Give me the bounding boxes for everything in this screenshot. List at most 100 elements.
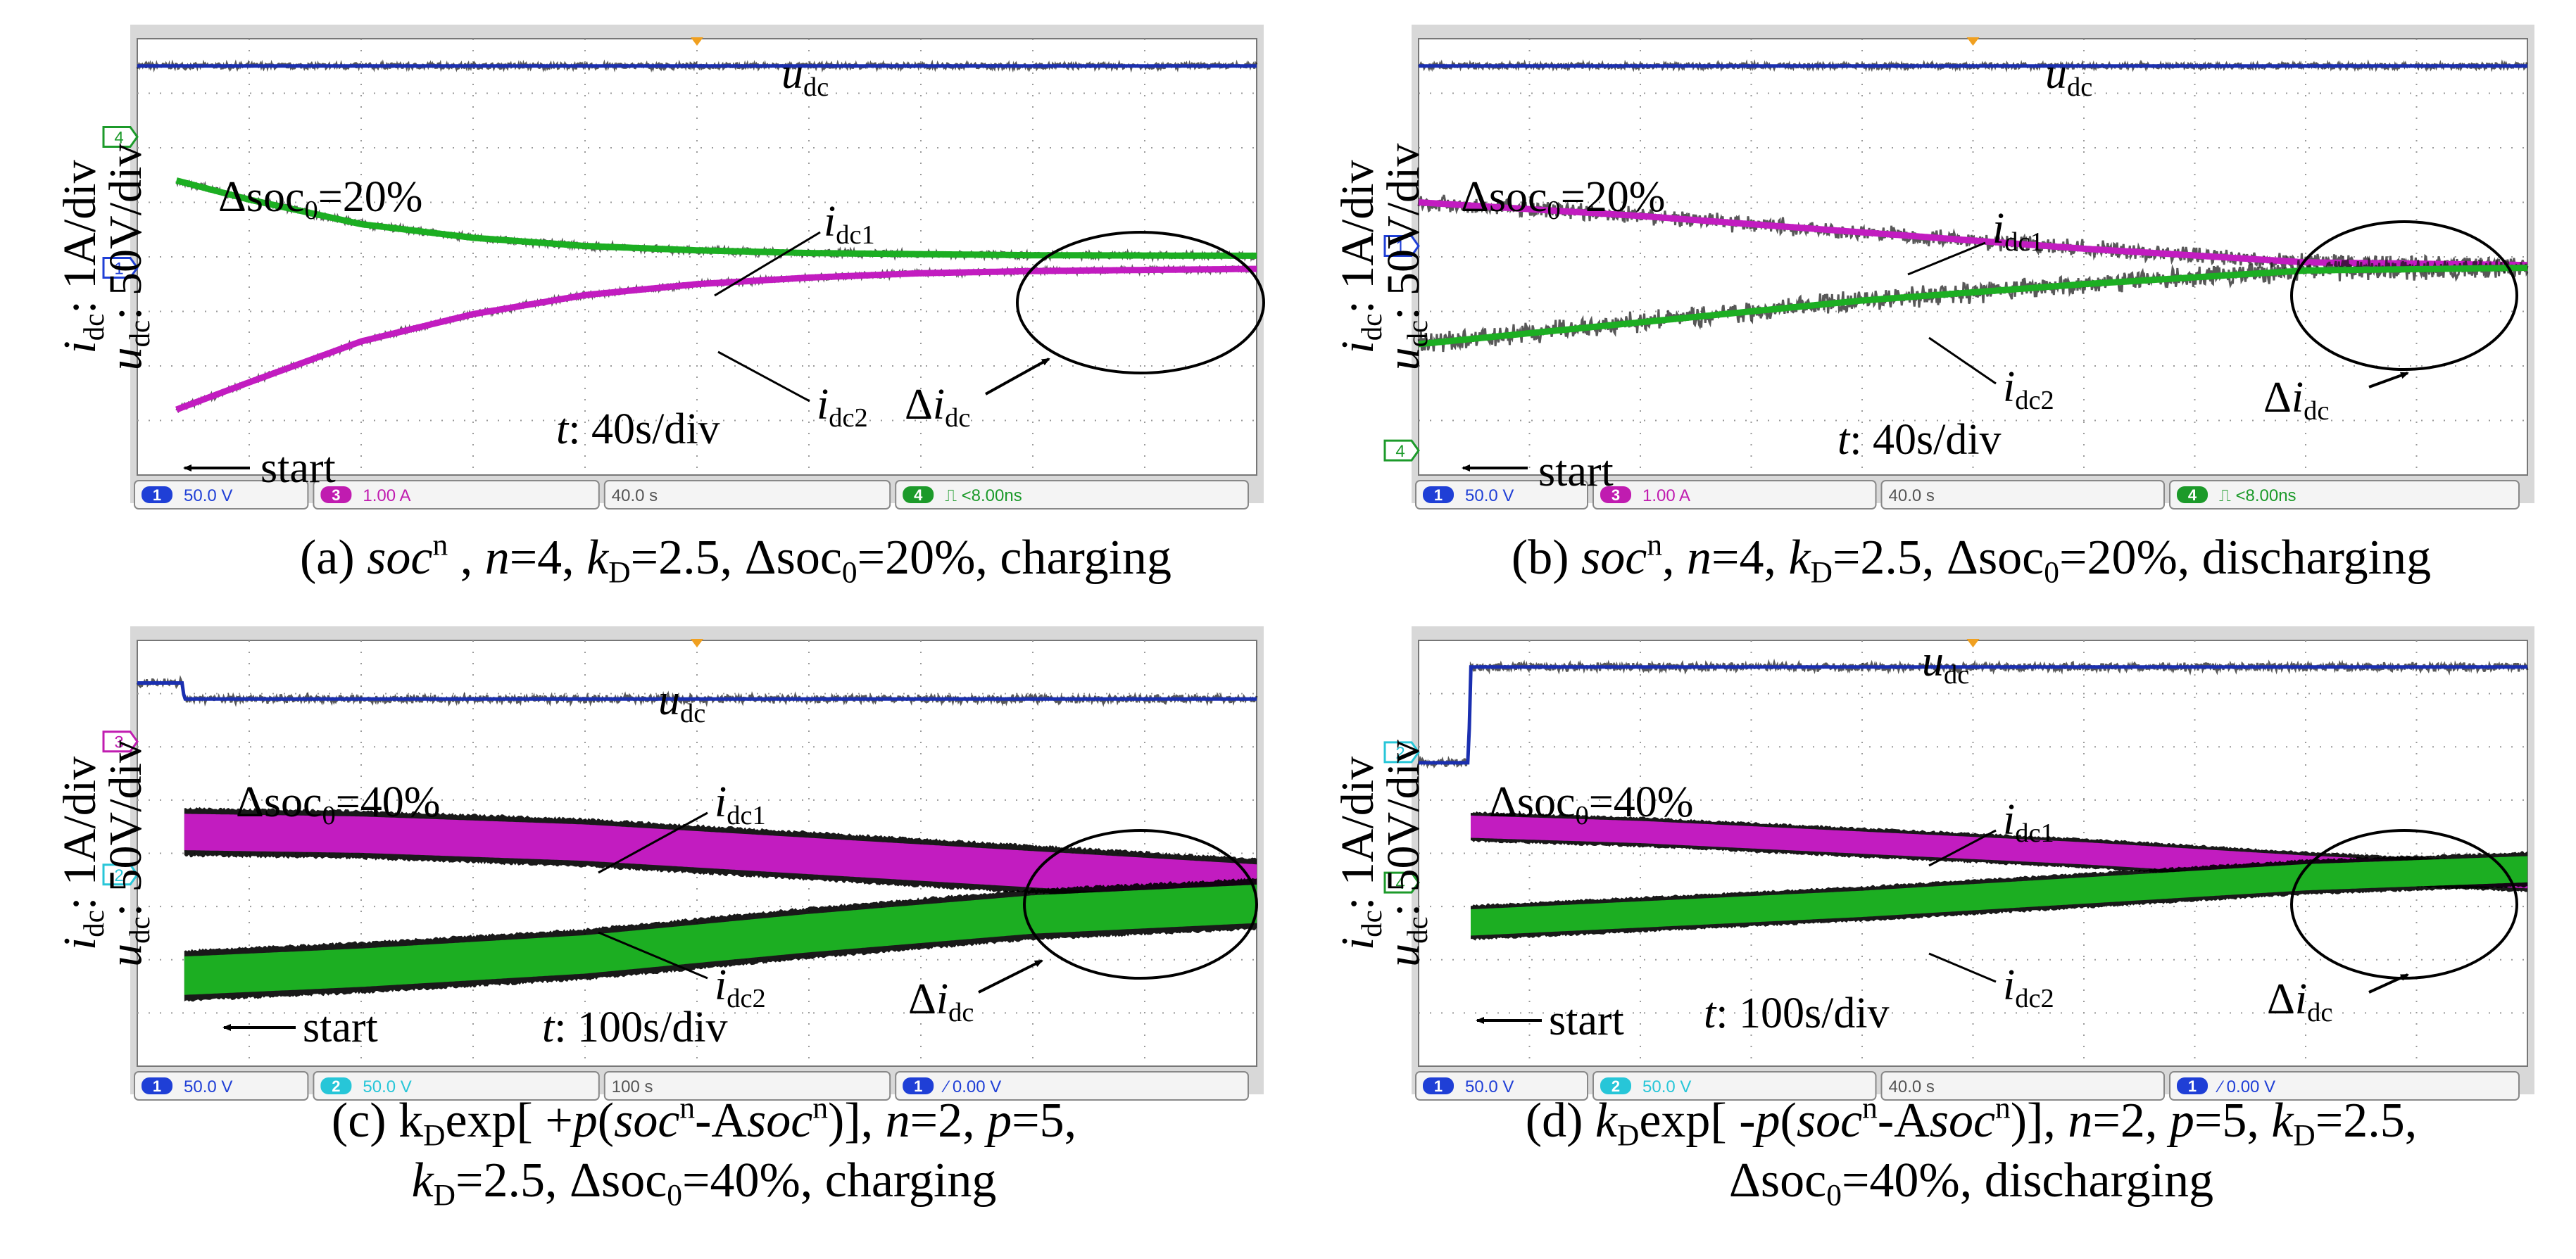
axis-label-current: idc: 1A/div [54,160,110,353]
label-idc1: idc1 [2003,796,2054,848]
channel-marker-shape [102,126,139,148]
label-delta-soc-part: Δsoc [218,173,305,221]
caption-line-1-part: =5, [1012,1094,1076,1148]
label-udc-part: dc [1944,660,1969,690]
axis-label-voltage-part: dc [124,916,156,944]
label-delta-idc-part: Δ [2267,975,2295,1023]
status-field-2: 3 1.00 A [313,480,600,510]
axis-label-current-part: : 1A/div [54,160,106,313]
axis-label-voltage: udc: 50V/div [100,740,156,967]
status-field-text: 50.0 V [1465,486,1514,505]
scope-screen [1418,38,2528,476]
status-badge [2177,1077,2208,1094]
status-field-3: 100 s [603,1071,891,1101]
label-start: start [303,1004,378,1051]
leader-idc2 [598,931,708,980]
caption-line-1: (c) kDexp[ +p(socn-Asocn)], n=2, p=5, [332,1091,1076,1152]
channel-marker-2: 2 [1383,741,1420,764]
leader-idc1 [714,231,821,297]
channel-marker-label: 3 [114,733,123,752]
label-delta-soc-part: Δsoc [1461,173,1547,221]
axis-label-current-part: : 1A/div [1332,757,1383,910]
status-badge-label: 1 [2188,1077,2197,1095]
caption-line-2-part: 0 [667,1179,682,1213]
label-delta-soc: Δsoc0=20% [1461,173,1665,225]
label-idc1-part: dc1 [2015,818,2054,848]
caption-line-2-part: Δsoc [1729,1153,1826,1208]
label-start: start [1538,448,1614,495]
status-field-2: 2 50.0 V [313,1071,600,1101]
label-delta-soc-part: =20% [1561,173,1666,221]
channel-marker-1: 1 [1383,235,1420,257]
label-idc2-part: dc2 [727,984,765,1013]
axis-label-voltage-part: u [1378,944,1429,967]
axis-label-current: idc: 1A/div [1332,160,1388,353]
status-field-box [603,480,891,510]
label-idc1-part: i [1992,205,2004,253]
label-delta-idc: Δidc [2263,374,2329,426]
channel-marker-label: 4 [114,129,123,148]
axis-label-current-part: i [54,937,106,950]
label-udc-part: u [658,676,680,724]
status-field-box [1880,1071,2165,1101]
status-field-2: 3 1.00 A [1592,480,1877,510]
status-field-box [895,1071,1249,1101]
caption-line-2-part: 0 [1826,1179,1842,1213]
waveform-idc2 [1418,265,2527,348]
status-field-text: 40.0 s [1889,486,1935,505]
channel-marker-label: 4 [1395,874,1405,893]
axis-label-current-part: : 1A/div [54,757,106,910]
channel-marker-2: 2 [102,863,139,886]
caption-line-1-part: p [570,1094,598,1148]
axis-label-current-part: dc [1356,910,1388,937]
axis-label-voltage: udc: 50V/div [1378,144,1433,371]
axis-label-current-part: i [1332,341,1383,353]
difference-ellipse [2290,220,2518,371]
label-time-div-part: : 100s/div [1716,989,1889,1037]
caption-line-1-part: ( [598,1094,614,1148]
label-time-div-part: : 40s/div [1849,416,2001,464]
status-field-text: ∕ 0.00 V [2216,1077,2275,1096]
label-start: start [260,444,336,492]
caption-line-1-part: soc [614,1094,679,1148]
status-field-box [895,480,1249,510]
status-field-box [2169,1071,2520,1101]
caption-line-1: (a) socn , n=4, kD=2.5, Δsoc0=20%, charg… [300,528,1171,589]
status-field-text: 40.0 s [612,486,658,505]
status-badge [2177,486,2208,503]
label-delta-idc-part: dc [2304,396,2329,426]
status-badge [320,486,352,503]
status-badge-label: 2 [332,1077,340,1095]
caption-line-1-part: =20%, discharging [2059,531,2431,585]
caption-line-1-part: n [886,1094,910,1148]
status-field-text: 50.0 V [1465,1077,1514,1096]
trigger-marker [1966,639,1980,647]
status-field-1: 1 50.0 V [134,1071,309,1101]
status-field-text: 40.0 s [1889,1077,1935,1096]
label-idc1: idc1 [1992,205,2044,257]
axis-label-current: idc: 1A/div [1332,757,1388,950]
caption-line-1-part: (b) [1512,531,1581,585]
channel-marker-label: 4 [1395,442,1405,461]
label-idc2: idc2 [715,961,766,1013]
axis-label-current-part: i [1332,937,1383,950]
status-field-text: 1.00 A [1642,486,1690,505]
label-idc1-part: dc1 [2004,227,2043,257]
caption-line-1-part: n [679,1091,695,1125]
trigger-marker [1966,37,1980,46]
caption-line-1-part: -A [1878,1094,1930,1148]
axis-label-current: idc: 1A/div [54,757,110,950]
difference-ellipse [1016,231,1265,374]
caption-line-1-part: =2.5, Δsoc [631,531,842,585]
axis-label-current-part: i [54,341,106,353]
channel-marker-shape [1383,235,1420,257]
waveform-fill-idc2 [184,885,1257,995]
trigger-marker [691,37,703,46]
status-field-box [2169,480,2520,510]
status-field-text: ⎍ <8.00ns [945,486,1022,505]
label-delta-soc: Δsoc0=20% [218,173,422,225]
axis-label-voltage-part: u [1378,347,1429,370]
label-delta-soc-part: 0 [1576,801,1589,830]
